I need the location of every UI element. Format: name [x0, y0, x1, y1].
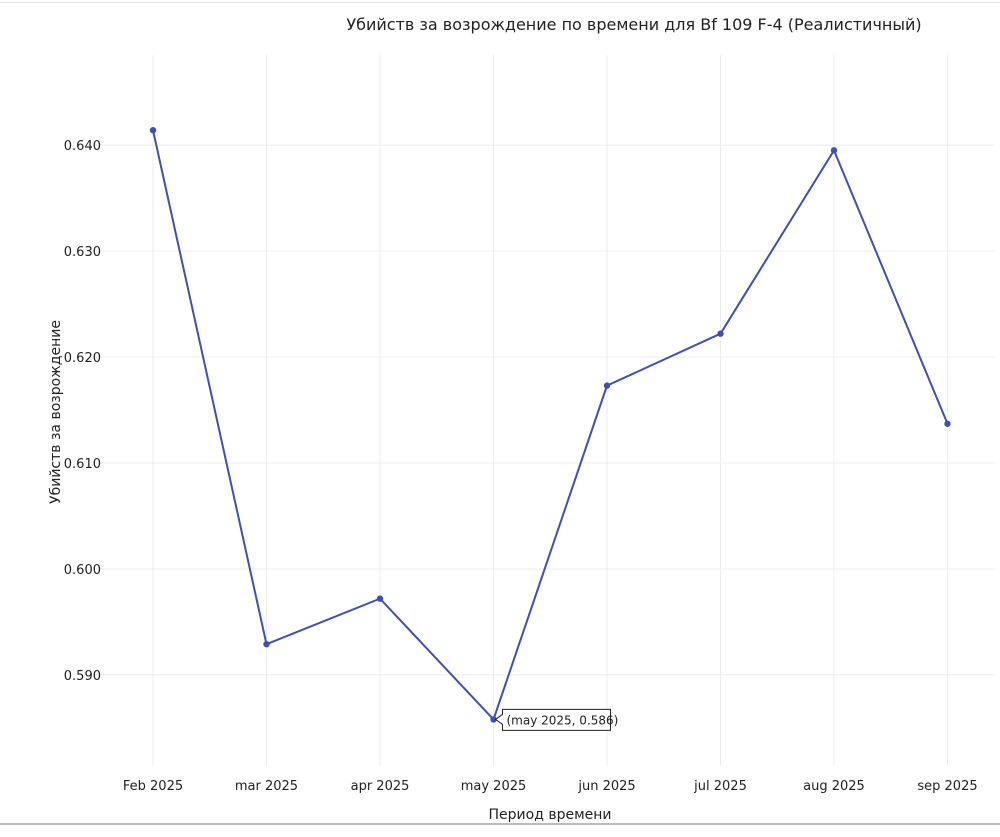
x-tick-label: may 2025: [461, 779, 527, 794]
series-layer: [149, 127, 951, 723]
chart-title: Убийств за возрождение по времени для Bf…: [346, 15, 921, 34]
x-tick-label: jun 2025: [577, 779, 635, 794]
x-tick-label: sep 2025: [917, 779, 977, 794]
y-tick-label: 0.630: [64, 245, 101, 260]
y-tick-label: 0.620: [64, 351, 101, 366]
grid-layer: [95, 55, 995, 765]
data-point: [603, 382, 611, 389]
y-tick-label: 0.600: [64, 563, 101, 578]
y-tick-label: 0.590: [64, 669, 101, 684]
tooltip-box: [494, 708, 611, 731]
data-point: [830, 147, 838, 154]
x-axis-title: Период времени: [489, 807, 612, 823]
y-tick-label: 0.640: [64, 139, 101, 154]
series-line: [152, 130, 949, 721]
x-tick-label: jul 2025: [693, 779, 747, 794]
x-tick-label: apr 2025: [351, 779, 410, 794]
data-point: [376, 595, 384, 602]
x-tick-label: aug 2025: [803, 779, 865, 794]
x-tick-label: mar 2025: [235, 779, 298, 794]
data-point: [149, 127, 157, 134]
top-divider: [0, 2, 1000, 3]
tooltip-text: (may 2025, 0.586): [507, 713, 619, 727]
data-point: [490, 716, 497, 723]
bottom-divider: [0, 823, 1000, 825]
data-point: [944, 420, 951, 427]
axis-layer: Feb 2025 mar 2025 apr 2025 may 2025 jun 2025…: [64, 139, 978, 794]
y-tick-label: 0.610: [64, 457, 101, 472]
hover-tooltip: (may 2025, 0.586): [494, 708, 619, 731]
data-point: [263, 640, 270, 648]
tooltip-layer: (may 2025, 0.586): [494, 708, 619, 731]
data-point: [717, 330, 724, 337]
y-axis-title: Убийств за возрождение: [48, 320, 64, 504]
x-tick-label: Feb 2025: [123, 779, 183, 794]
